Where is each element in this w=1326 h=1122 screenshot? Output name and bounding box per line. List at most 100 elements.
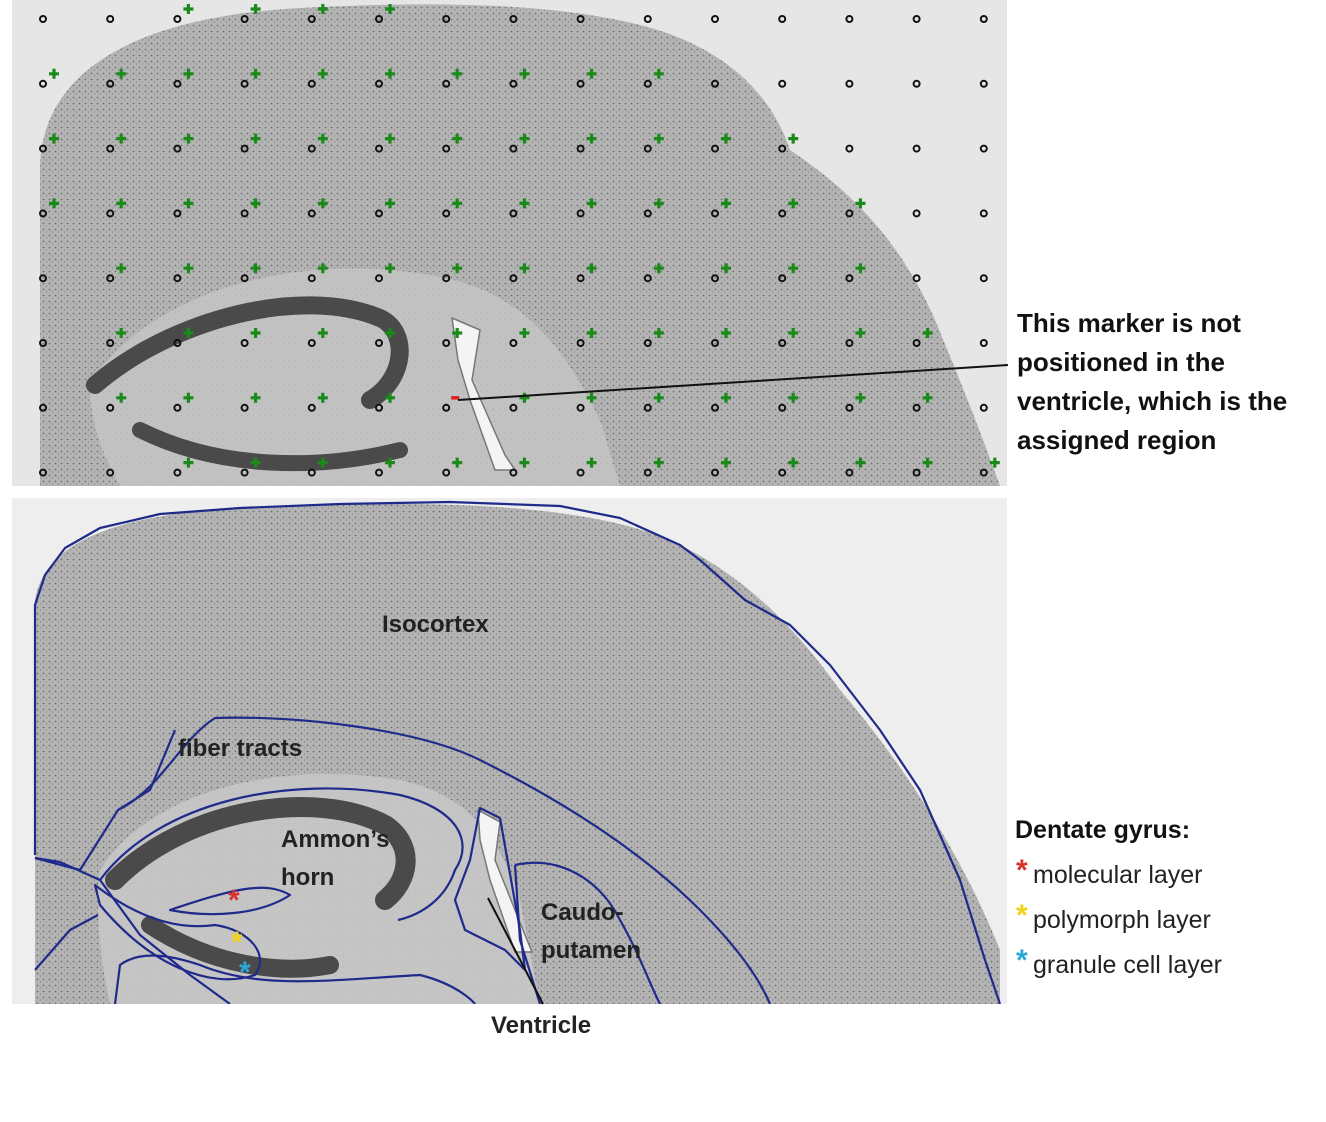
inside-marker-r2-c6 — [452, 133, 463, 144]
legend-item-granule-cell-layer: granule cell layer — [1033, 951, 1222, 979]
inside-marker-r2-c9 — [653, 133, 664, 144]
inside-marker-r1-c8 — [586, 68, 597, 79]
grid-point-r4-c12 — [845, 274, 854, 283]
inside-marker-r6-c1 — [116, 392, 127, 403]
inside-marker-r4-c5 — [385, 263, 395, 274]
inside-marker-r5-c13 — [922, 328, 933, 338]
grid-point-r7-c12 — [845, 468, 854, 477]
annotation-leader-line — [457, 364, 1009, 401]
grid-point-r6-c13 — [912, 403, 921, 412]
inside-marker-r2-c8 — [586, 133, 597, 144]
ammons-horn-label-1: Ammon’s — [281, 826, 389, 853]
marker-grid — [39, 4, 1000, 477]
grid-point-r7-c1 — [106, 468, 115, 477]
grid-point-r1-c13 — [912, 79, 921, 88]
grid-point-r2-c13 — [912, 144, 921, 153]
grid-point-r2-c7 — [509, 144, 518, 153]
top-dentate-band-2 — [132, 422, 408, 472]
grid-point-r3-c3 — [240, 209, 249, 218]
grid-point-r5-c2 — [173, 339, 182, 347]
grid-point-r6-c9 — [643, 403, 652, 412]
legend-title: Dentate gyrus: — [1015, 816, 1190, 844]
inside-marker-r4-c7 — [519, 263, 530, 274]
inside-marker-r6-c9 — [653, 392, 664, 403]
inside-marker-r7-c6 — [452, 457, 463, 468]
dentate-gyrus-legend: Dentate gyrus: * molecular layer * polym… — [1015, 816, 1222, 979]
inside-marker-r4-c8 — [586, 263, 597, 274]
grid-point-r7-c13 — [912, 468, 921, 477]
inside-marker-r7-c14 — [989, 457, 1000, 468]
inside-marker-r4-c3 — [250, 263, 261, 274]
grid-point-r2-c1 — [106, 144, 115, 153]
grid-point-r6-c14 — [979, 403, 988, 412]
grid-point-r4-c1 — [106, 274, 115, 283]
grid-point-r3-c13 — [912, 209, 921, 218]
inside-marker-r7-c3 — [250, 457, 261, 468]
inside-marker-r1-c9 — [653, 68, 664, 79]
bottom-ventricle — [477, 808, 534, 953]
grid-point-r0-c13 — [912, 15, 921, 23]
inside-marker-r3-c2 — [183, 198, 194, 209]
inside-marker-r1-c1 — [116, 68, 127, 79]
grid-point-r6-c8 — [576, 403, 585, 412]
grid-point-r7-c6 — [442, 468, 451, 477]
grid-point-r4-c0 — [39, 274, 47, 283]
grid-point-r6-c3 — [240, 403, 249, 412]
inside-marker-r1-c0 — [49, 68, 59, 79]
grid-point-r2-c10 — [711, 144, 719, 153]
grid-point-r0-c14 — [979, 15, 988, 23]
caudoputamen-boundary — [513, 861, 661, 1004]
inside-marker-r2-c3 — [250, 133, 261, 144]
grid-point-r5-c1 — [106, 339, 115, 347]
grid-point-r5-c12 — [845, 339, 854, 347]
grid-point-r1-c11 — [778, 79, 787, 88]
grid-point-r5-c11 — [778, 339, 787, 347]
grid-point-r2-c11 — [778, 144, 787, 153]
polymorph-layer-star: * — [231, 926, 243, 959]
grid-point-r2-c2 — [173, 144, 182, 153]
inside-marker-r5-c4 — [317, 328, 328, 338]
legend-item-molecular-star: * — [1016, 854, 1028, 887]
grid-point-r7-c8 — [576, 468, 585, 477]
grid-point-r3-c6 — [442, 209, 451, 218]
inside-marker-r2-c2 — [183, 133, 194, 144]
inside-marker-r6-c12 — [855, 392, 866, 403]
caudoputamen-label-2: putamen — [541, 937, 641, 964]
top-dentate-band-1 — [86, 296, 409, 409]
grid-point-r3-c14 — [979, 209, 988, 218]
inside-marker-r7-c5 — [385, 457, 395, 468]
grid-point-r0-c10 — [711, 15, 719, 23]
legend-item-molecular-layer: molecular layer — [1033, 861, 1203, 889]
grid-point-r4-c6 — [442, 274, 451, 283]
grid-point-r1-c8 — [576, 79, 585, 88]
granule-cell-layer-star: * — [239, 956, 251, 989]
grid-point-r3-c0 — [39, 209, 47, 218]
grid-point-r5-c8 — [576, 339, 585, 347]
grid-point-r2-c14 — [979, 144, 988, 153]
grid-point-r6-c7 — [509, 403, 518, 412]
inside-marker-r6-c4 — [317, 392, 328, 403]
annotation-line-2: positioned in the — [1017, 347, 1225, 377]
grid-point-r0-c5 — [375, 15, 383, 23]
grid-point-r0-c12 — [845, 15, 854, 23]
grid-point-r5-c10 — [711, 339, 719, 347]
annotation-line-4: assigned region — [1017, 425, 1216, 455]
inside-marker-r2-c11 — [788, 133, 799, 144]
inside-marker-r6-c7 — [519, 392, 530, 403]
fiber-tracts-boundary — [34, 729, 464, 922]
grid-point-r7-c9 — [643, 468, 652, 477]
inside-marker-r1-c6 — [452, 68, 463, 79]
inside-marker-r4-c10 — [721, 263, 731, 274]
inside-marker-r1-c3 — [250, 68, 261, 79]
inside-marker-r3-c3 — [250, 198, 261, 209]
inside-marker-r3-c4 — [317, 198, 328, 209]
inside-marker-r5-c6 — [452, 328, 463, 338]
inside-marker-r3-c9 — [653, 198, 664, 209]
inside-marker-r7-c7 — [519, 457, 530, 468]
annotation-line-1: This marker is not — [1017, 308, 1241, 338]
grid-point-r7-c4 — [307, 468, 316, 477]
grid-point-r6-c10 — [711, 403, 719, 412]
grid-point-r6-c2 — [173, 403, 182, 412]
grid-point-r1-c6 — [442, 79, 451, 88]
grid-point-r2-c5 — [375, 144, 383, 153]
